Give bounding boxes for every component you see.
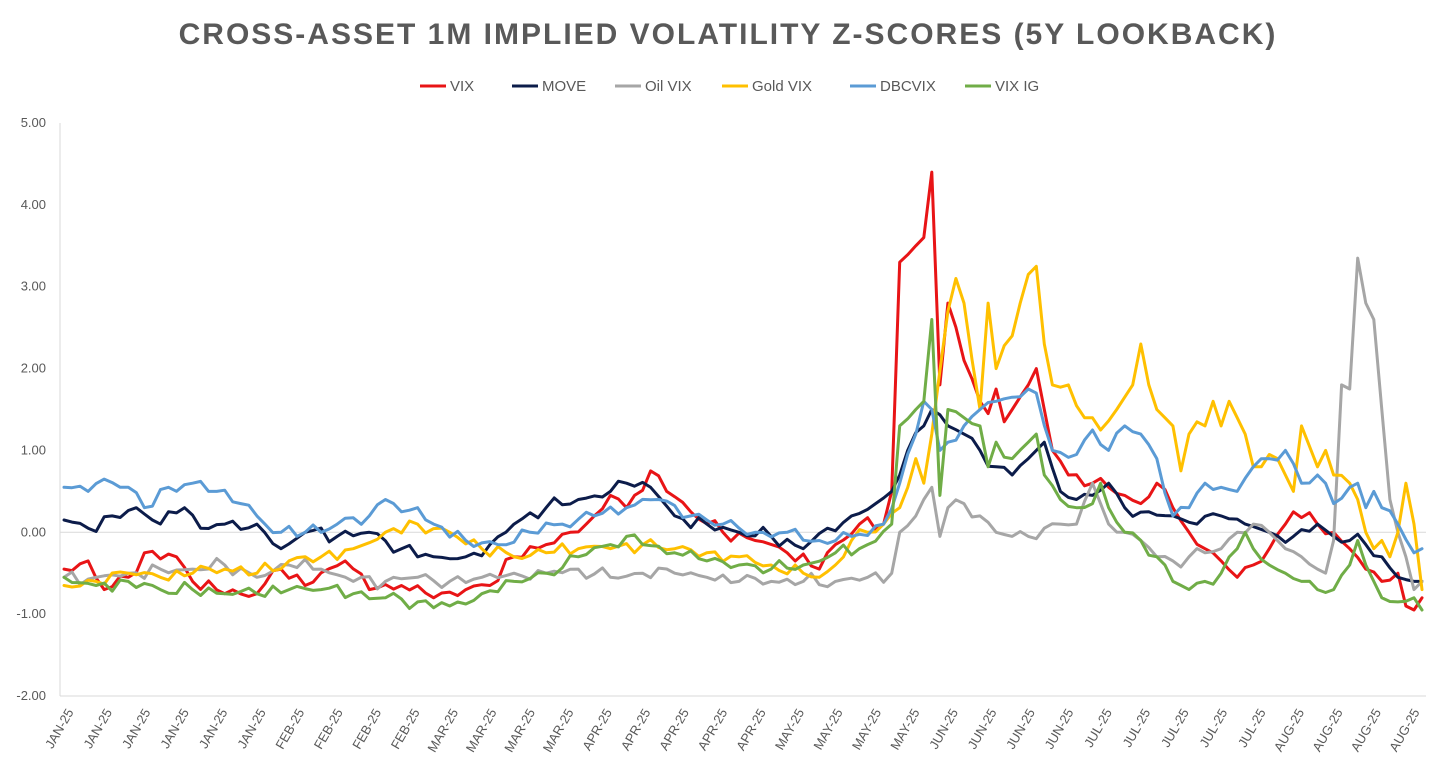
x-tick-label: JUN-25 xyxy=(1003,706,1038,752)
x-tick-label: MAY-25 xyxy=(772,706,807,752)
y-tick-label: 2.00 xyxy=(21,361,46,376)
x-tick-label: AUG-25 xyxy=(1348,706,1384,754)
legend-label-dbcvix: DBCVIX xyxy=(880,78,936,95)
x-tick-label: FEB-25 xyxy=(311,706,346,752)
x-tick-label: JAN-25 xyxy=(42,706,77,751)
y-tick-label: 0.00 xyxy=(21,524,46,539)
series-line-oil-vix xyxy=(62,256,1424,592)
y-tick-label: -2.00 xyxy=(16,688,46,703)
x-tick-label: MAR-25 xyxy=(424,706,461,755)
series-line-move xyxy=(62,408,1424,583)
y-tick-label: 5.00 xyxy=(21,115,46,130)
legend-label-oil-vix: Oil VIX xyxy=(645,78,692,95)
y-tick-label: -1.00 xyxy=(16,606,46,621)
x-tick-label: JAN-25 xyxy=(196,706,231,751)
x-tick-label: JUL-25 xyxy=(1196,706,1230,750)
x-tick-label: JAN-25 xyxy=(234,706,269,751)
x-tick-label: JUN-25 xyxy=(1041,706,1076,752)
x-tick-label: JAN-25 xyxy=(157,706,192,751)
x-tick-label: AUG-25 xyxy=(1271,706,1307,754)
legend-label-vix: VIX xyxy=(450,78,474,95)
series-line-vix-ig xyxy=(62,318,1424,612)
x-tick-label: JUN-25 xyxy=(965,706,1000,752)
x-tick-label: FEB-25 xyxy=(388,706,423,752)
x-tick-label: JUL-25 xyxy=(1119,706,1153,750)
x-tick-label: APR-25 xyxy=(579,706,615,753)
legend-label-move: MOVE xyxy=(542,78,586,95)
x-tick-label: JAN-25 xyxy=(80,706,115,751)
x-tick-label: APR-25 xyxy=(618,706,654,753)
legend-label-gold-vix: Gold VIX xyxy=(752,78,812,95)
chart-title: CROSS-ASSET 1M IMPLIED VOLATILITY Z-SCOR… xyxy=(178,18,1278,51)
series-line-gold-vix xyxy=(62,264,1424,592)
x-tick-label: FEB-25 xyxy=(272,706,307,752)
x-tick-label: MAR-25 xyxy=(540,706,577,755)
series-line-dbcvix xyxy=(62,387,1424,555)
x-tick-label: FEB-25 xyxy=(349,706,384,752)
legend-label-vix-ig: VIX IG xyxy=(995,78,1039,95)
x-tick-label: AUG-25 xyxy=(1309,706,1345,754)
x-tick-label: AUG-25 xyxy=(1386,706,1422,754)
y-tick-label: 3.00 xyxy=(21,279,46,294)
x-tick-label: APR-25 xyxy=(733,706,769,753)
x-tick-label: JAN-25 xyxy=(119,706,154,751)
x-tick-label: MAY-25 xyxy=(810,706,845,752)
x-tick-label: MAR-25 xyxy=(501,706,538,755)
y-tick-label: 1.00 xyxy=(21,442,46,457)
x-tick-label: JUL-25 xyxy=(1158,706,1192,750)
x-tick-label: JUL-25 xyxy=(1235,706,1269,750)
x-tick-label: MAY-25 xyxy=(887,706,922,752)
x-tick-label: APR-25 xyxy=(695,706,731,753)
x-tick-label: JUL-25 xyxy=(1081,706,1115,750)
x-tick-label: MAR-25 xyxy=(463,706,500,755)
series-line-vix xyxy=(62,170,1424,612)
x-tick-label: MAY-25 xyxy=(849,706,884,752)
x-tick-label: APR-25 xyxy=(656,706,692,753)
y-tick-label: 4.00 xyxy=(21,197,46,212)
x-tick-label: JUN-25 xyxy=(926,706,961,752)
